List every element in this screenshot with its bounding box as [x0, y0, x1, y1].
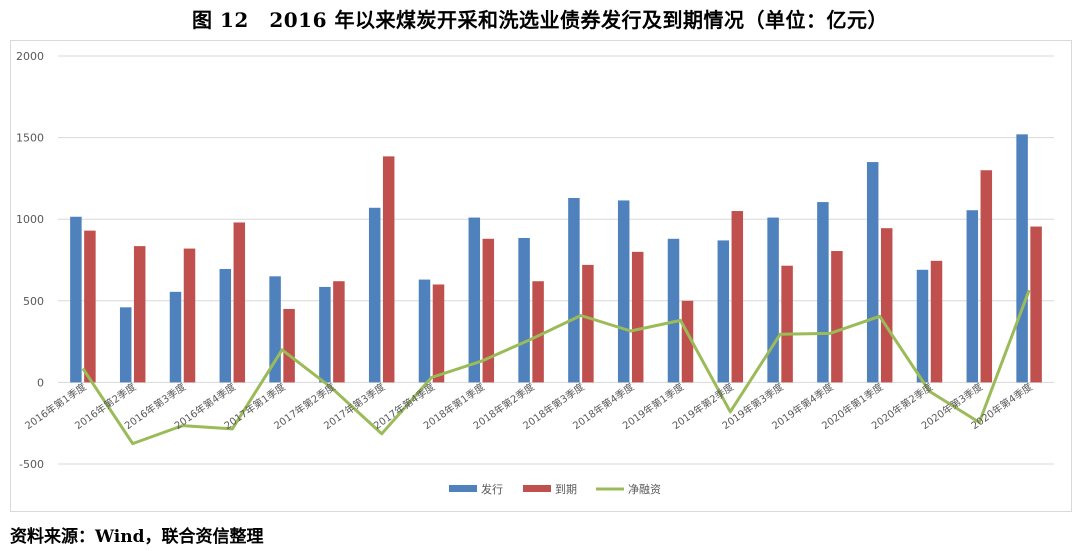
issuance-bar: [667, 238, 680, 383]
maturity-bar: [980, 170, 993, 383]
legend-swatch: [449, 485, 477, 492]
y-tick-label: 1000: [16, 213, 44, 226]
maturity-bar: [333, 281, 345, 383]
chart-svg: -50005001000150020002016年第1季度2016年第2季度20…: [16, 50, 1054, 496]
maturity-bar: [432, 284, 445, 383]
issuance-bar: [866, 162, 879, 383]
issuance-bar: [418, 279, 431, 383]
issuance-bar: [817, 202, 829, 383]
source-note: 资料来源：Wind，联合资信整理: [10, 527, 264, 547]
legend-swatch: [523, 485, 551, 492]
maturity-bar: [133, 246, 146, 383]
legend-label: 发行: [481, 482, 503, 496]
issuance-bar: [219, 268, 232, 383]
net-financing-line: [81, 289, 1031, 446]
issuance-bar: [70, 216, 82, 383]
maturity-bar: [233, 222, 246, 383]
issuance-bar: [1016, 134, 1028, 383]
maturity-bar: [532, 281, 544, 383]
y-tick-label: 0: [37, 376, 44, 389]
issuance-bar: [916, 269, 929, 383]
maturity-bar: [681, 300, 694, 383]
chart-title: 图 12 2016 年以来煤炭开采和洗选业债券发行及到期情况（单位：亿元）: [192, 8, 888, 32]
chart-panel: -500 0 500 1000 1500 2000 2016年第1季度 2016年第2季度 20…: [10, 40, 1072, 512]
y-tick-label: -500: [19, 458, 44, 471]
maturity-bar: [84, 230, 96, 383]
maturity-bar: [183, 248, 196, 383]
y-tick-label: 1500: [16, 132, 44, 145]
issuance-bar: [966, 210, 979, 383]
issuance-bar: [119, 307, 132, 383]
maturity-bar: [731, 211, 744, 383]
issuance-bar: [617, 200, 630, 383]
issuance-bar: [269, 276, 281, 383]
issuance-bar: [767, 217, 779, 383]
y-tick-label: 2000: [16, 50, 44, 63]
maturity-bar: [1030, 226, 1042, 383]
maturity-bar: [482, 238, 495, 383]
maturity-bar: [831, 251, 843, 383]
maturity-bar: [781, 265, 793, 383]
issuance-bar: [568, 197, 580, 383]
maturity-bar: [283, 308, 295, 383]
maturity-bar: [880, 228, 893, 383]
issuance-bar: [319, 286, 331, 383]
maturity-bar: [631, 251, 644, 383]
issuance-bar: [368, 207, 381, 383]
issuance-bar: [169, 291, 182, 383]
maturity-bar: [930, 260, 943, 383]
legend-label: 净融资: [628, 482, 661, 496]
issuance-bar: [717, 240, 730, 383]
issuance-bar: [468, 217, 481, 383]
issuance-bar: [518, 237, 530, 383]
maturity-bar: [382, 156, 395, 383]
maturity-bar: [582, 264, 594, 383]
legend-label: 到期: [555, 483, 577, 496]
y-tick-label: 500: [23, 295, 44, 308]
